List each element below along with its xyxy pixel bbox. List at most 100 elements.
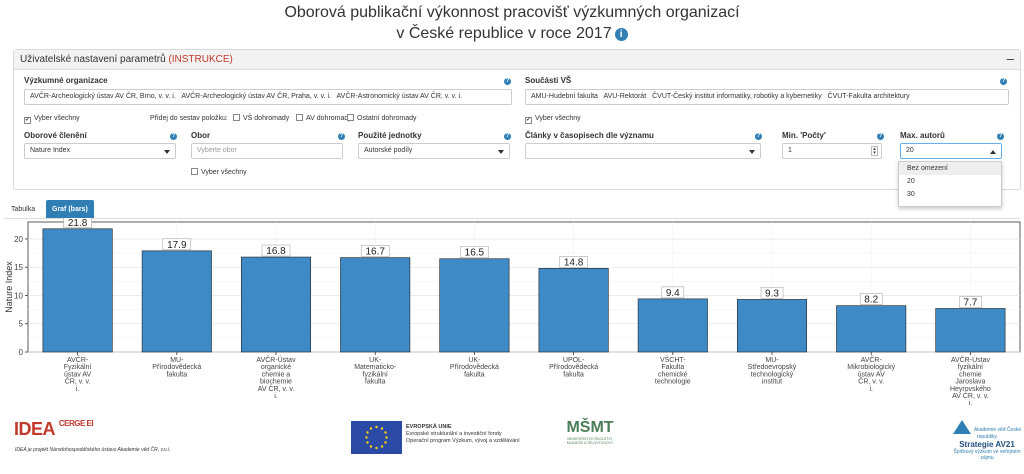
x-tick-label: ČR, v. v. <box>858 377 884 386</box>
vs-tag[interactable]: AVU-Rektorát <box>603 93 647 100</box>
vo-help-icon[interactable]: ? <box>504 78 511 85</box>
obor-cleneni-select[interactable]: Nature Index <box>24 143 176 159</box>
checkbox-checked-icon[interactable]: ✓ <box>24 117 31 124</box>
x-tick-label: Jaroslava <box>955 379 985 386</box>
info-icon[interactable]: i <box>614 28 628 41</box>
x-tick-label: fyzikální <box>363 371 388 378</box>
max-help-icon[interactable]: ? <box>997 133 1004 140</box>
dropdown-option[interactable]: 30 <box>907 191 915 198</box>
settings-panel-header[interactable]: Uživatelské nastavení parametrů (INSTRUK… <box>14 50 1020 70</box>
tab-tabulka[interactable]: Tabulka <box>11 206 36 213</box>
y-tick-label: 0 <box>19 348 24 357</box>
instructions-link[interactable]: (INSTRUKCE) <box>168 54 233 65</box>
idea-logo: IDEA CERGE EI <box>14 419 94 440</box>
vs-together-label: VŠ dohromady <box>243 115 290 122</box>
vo-tag[interactable]: AVČR-Archeologický ústav AV ČR, Praha, v… <box>181 93 331 100</box>
vs-help-icon[interactable]: ? <box>1000 78 1007 85</box>
x-tick-label: UPOL- <box>563 357 585 364</box>
av-triangle-icon <box>952 420 971 434</box>
av-together-checkbox[interactable]: AV dohromady <box>296 114 352 123</box>
dropdown-option[interactable]: Bez omezení <box>899 162 1001 175</box>
collapse-icon[interactable]: – <box>1006 51 1014 66</box>
chevron-up-icon[interactable] <box>990 150 996 154</box>
units-label: Použité jednotky <box>358 131 422 140</box>
obor-label: Obor <box>191 131 211 140</box>
select-all-vs-label: Vyber všechny <box>535 115 581 122</box>
data-label: 9.3 <box>765 288 779 299</box>
articles-label: Články v časopisech dle významu <box>525 131 654 140</box>
vo-tag[interactable]: AVČR-Astronomický ústav AV ČR, v. v. i. <box>336 93 463 100</box>
bar <box>42 228 113 353</box>
x-tick-label: Přírodovědecká <box>450 364 499 371</box>
data-label-box <box>63 218 92 229</box>
obor-cleneni-help-icon[interactable]: ? <box>170 133 177 140</box>
x-tick-label: organické <box>261 364 291 371</box>
data-label-box <box>162 238 192 251</box>
x-tick-label: fakulta <box>365 379 386 386</box>
others-together-checkbox[interactable]: Ostatní dohromady <box>347 114 417 123</box>
add-label: Přidej do sestav položku: <box>150 115 228 122</box>
articles-help-icon[interactable]: ? <box>755 133 762 140</box>
select-all-vo-checkbox[interactable]: ✓ Vyber všechny <box>24 114 80 124</box>
data-label: 7.7 <box>963 297 977 308</box>
others-together-label: Ostatní dohromady <box>357 115 417 122</box>
x-tick-label: Matematicko- <box>354 364 397 371</box>
x-tick-label: Fyzikální <box>64 364 92 371</box>
max-label: Max. autorů <box>900 131 945 140</box>
chevron-down-icon[interactable] <box>164 150 170 154</box>
x-tick-label: AVČR-Ústav <box>951 355 991 364</box>
min-count-input[interactable]: 1 ▴ ▾ <box>782 143 882 159</box>
tab-graf[interactable]: Graf (bars) <box>46 200 94 219</box>
y-tick-label: 15 <box>14 263 23 272</box>
min-help-icon[interactable]: ? <box>877 133 884 140</box>
vs-tag[interactable]: AMU-Hudební fakulta <box>531 93 598 100</box>
vs-multiselect[interactable]: AMU-Hudební fakulta AVU-Rektorát ČVUT-Če… <box>525 89 1009 105</box>
units-select[interactable]: Autorské podíly <box>358 143 510 159</box>
title-line-1: Oborová publikační výkonnost pracovišť v… <box>284 4 740 21</box>
spinner-icon[interactable]: ▴ ▾ <box>871 146 878 156</box>
obor-select[interactable]: Vyberte obor <box>191 143 343 159</box>
bar <box>637 298 708 353</box>
x-tick-label: ČR, v. v. <box>65 377 91 386</box>
chevron-down-icon[interactable] <box>498 150 504 154</box>
vs-together-checkbox[interactable]: VŠ dohromady <box>233 114 289 123</box>
msmt-logo: MŠMT MINISTERSTVO ŠKOLSTVÍ, MLÁDEŽE A TĚL… <box>564 419 616 453</box>
page-title: Oborová publikační výkonnost pracovišť v… <box>0 2 1024 44</box>
max-authors-select[interactable]: 20 <box>900 143 1002 159</box>
checkbox-icon[interactable] <box>233 114 240 121</box>
max-authors-value: 20 <box>906 147 914 154</box>
vo-multiselect[interactable]: AVČR-Archeologický ústav AV ČR, Brno, v.… <box>24 89 512 105</box>
obor-help-icon[interactable]: ? <box>338 133 345 140</box>
select-all-vs-checkbox[interactable]: ✓ Vyber všechny <box>525 114 581 124</box>
checkbox-icon[interactable] <box>191 168 198 175</box>
vo-tag[interactable]: AVČR-Archeologický ústav AV ČR, Brno, v.… <box>30 93 176 100</box>
articles-select[interactable] <box>525 143 761 159</box>
bar <box>340 257 411 353</box>
vs-tag[interactable]: ČVUT-Český institut informatiky, robotik… <box>652 93 822 100</box>
units-help-icon[interactable]: ? <box>504 133 511 140</box>
x-tick-label: chemie <box>959 371 982 378</box>
av21-logo: Akademie věd České republiky Strategie A… <box>952 420 1022 470</box>
av-together-label: AV dohromady <box>306 115 352 122</box>
footer-note: IDEA je projekt Národohospodářského ústa… <box>15 447 171 453</box>
data-label: 14.8 <box>564 257 584 268</box>
vs-tag[interactable]: ČVUT-Fakulta architektury <box>827 93 910 100</box>
data-label-box <box>261 244 291 257</box>
checkbox-icon[interactable] <box>347 114 354 121</box>
data-label-box <box>959 296 982 308</box>
data-label-box <box>559 256 588 268</box>
bar <box>836 305 907 353</box>
select-all-obor-label: Vyber všechny <box>201 169 247 176</box>
dropdown-option[interactable]: 20 <box>907 178 915 185</box>
chevron-down-icon[interactable] <box>749 150 755 154</box>
eu-text: EVROPSKÁ UNIE Evropské strukturální a in… <box>406 424 520 445</box>
select-all-obor-checkbox[interactable]: Vyber všechny <box>191 168 247 177</box>
checkbox-checked-icon[interactable]: ✓ <box>525 117 532 124</box>
tab-divider <box>4 218 1020 219</box>
x-tick-label: MU- <box>765 357 779 364</box>
vs-label: Součásti VŠ <box>525 76 572 85</box>
bar <box>935 308 1006 353</box>
data-label: 16.7 <box>365 247 385 258</box>
eu-line: EVROPSKÁ UNIE <box>406 424 452 430</box>
checkbox-icon[interactable] <box>296 114 303 121</box>
